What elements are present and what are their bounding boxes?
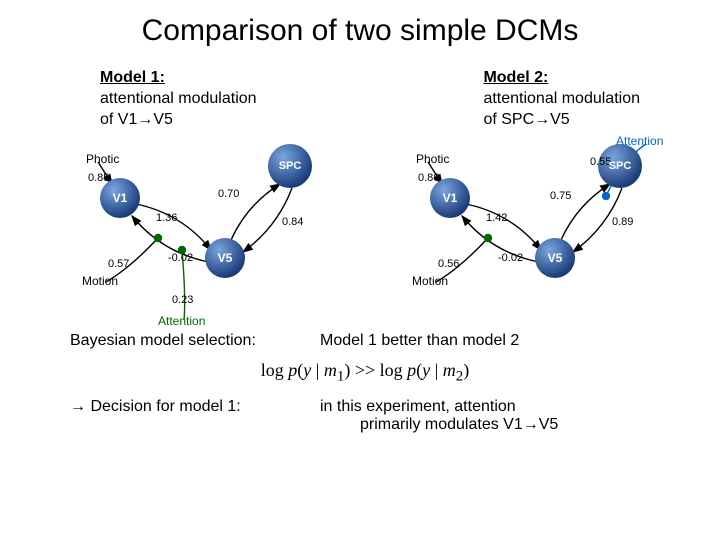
edge-value-v5_spc_fwd: 0.70 [218, 188, 239, 200]
attention-label: Attention [616, 134, 663, 148]
diagrams-row: V1 V5 SPC Photic Motion Attention 0.85 1.36 -0… [0, 130, 720, 328]
node-v1: V1 [100, 178, 140, 218]
edge-value-v5_spc_back: 0.89 [612, 216, 633, 228]
input-label-photic: Photic [86, 152, 119, 166]
edge-value-photic_v1: 0.85 [88, 172, 109, 184]
edge-value-v1_v5_back: -0.02 [498, 252, 523, 264]
bottom-text-block: Bayesian model selection: Model 1 better… [0, 328, 720, 434]
decision-left: → Decision for model 1: [70, 398, 320, 434]
bayes-right: Model 1 better than model 2 [320, 332, 660, 350]
model1-label: Model 1: [100, 69, 165, 86]
edge-value-v1_v5_back: -0.02 [168, 252, 193, 264]
node-spc: SPC [268, 144, 312, 188]
node-v5: V5 [535, 238, 575, 278]
edge-value-motion_mod: 0.57 [108, 258, 129, 270]
formula: log p(y | m1) >> log p(y | m2) [70, 360, 660, 386]
decision-right: in this experiment, attention primarily … [320, 398, 660, 434]
model1-desc: Model 1: attentional modulation of V1→V5 [100, 68, 257, 130]
page-title: Comparison of two simple DCMs [0, 0, 720, 48]
model2-label: Model 2: [483, 69, 548, 86]
input-label-motion: Motion [82, 274, 118, 288]
bayes-row: Bayesian model selection: Model 1 better… [70, 332, 660, 350]
edge-value-v5_spc_fwd: 0.75 [550, 190, 571, 202]
bayes-left: Bayesian model selection: [70, 332, 320, 350]
model2-line2: of SPC→V5 [483, 111, 569, 128]
edge-value-attn_mod: 0.23 [172, 294, 193, 306]
model-descriptions-row: Model 1: attentional modulation of V1→V5… [0, 48, 720, 130]
input-label-motion: Motion [412, 274, 448, 288]
edge-value-motion_mod: 0.56 [438, 258, 459, 270]
node-v5: V5 [205, 238, 245, 278]
input-label-photic: Photic [416, 152, 449, 166]
node-v1: V1 [430, 178, 470, 218]
diagram-model2: V1 V5 SPCPhoticMotionAttention0.861.42-0… [410, 138, 680, 328]
edge-value-v1_v5_fwd: 1.42 [486, 212, 507, 224]
edge-value-v1_v5_fwd: 1.36 [156, 212, 177, 224]
edge-value-photic_v1: 0.86 [418, 172, 439, 184]
model1-line2: of V1→V5 [100, 111, 173, 128]
edge-value-v5_spc_back: 0.84 [282, 216, 303, 228]
model1-line1: attentional modulation [100, 90, 257, 107]
diagram-model1: V1 V5 SPC Photic Motion Attention 0.85 1.36 -0… [80, 138, 350, 328]
decision-right2: primarily modulates V1→V5 [360, 416, 558, 433]
attention-label: Attention [158, 314, 205, 328]
decision-right1: in this experiment, attention [320, 398, 516, 415]
model2-desc: Model 2: attentional modulation of SPC→V… [483, 68, 640, 130]
model2-line1: attentional modulation [483, 90, 640, 107]
decision-row: → Decision for model 1: in this experime… [70, 398, 660, 434]
